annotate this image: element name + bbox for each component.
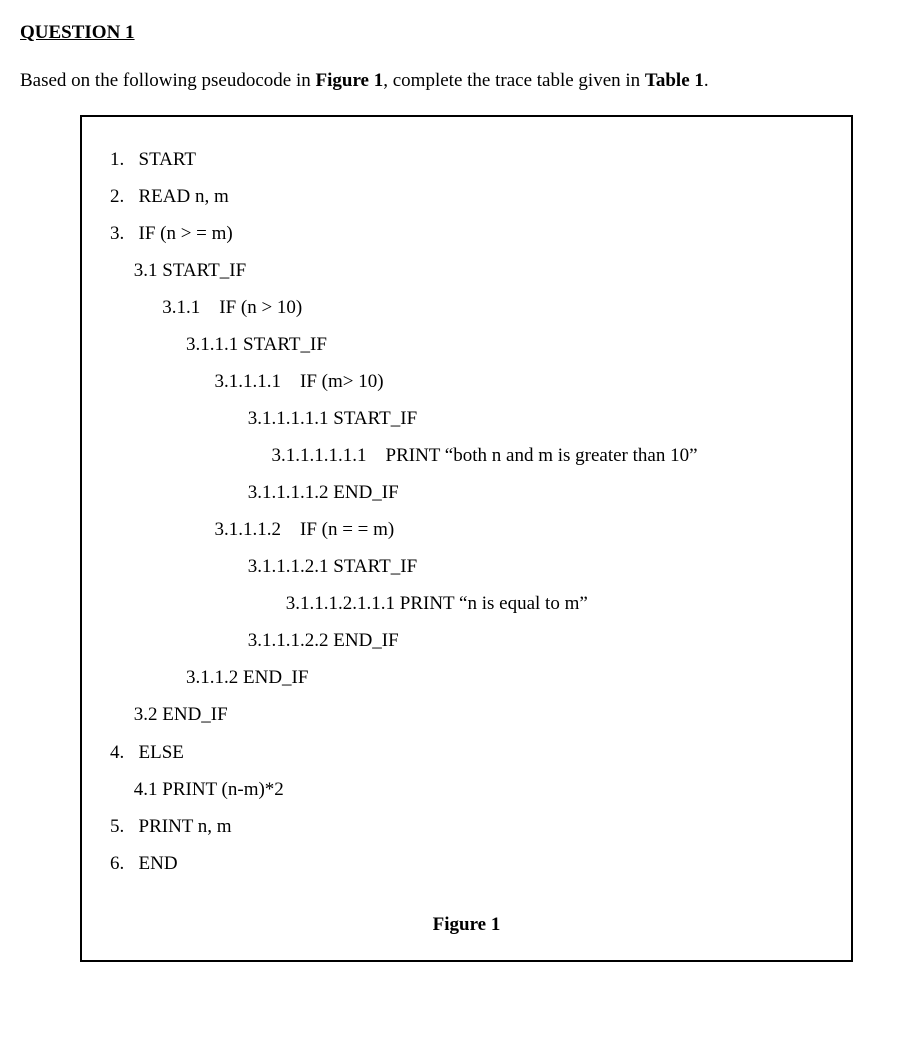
figure-box: 1. START 2. READ n, m 3. IF (n > = m) 3.… bbox=[80, 115, 853, 962]
instruction-prefix: Based on the following pseudocode in bbox=[20, 70, 316, 91]
code-line: 2. READ n, m bbox=[110, 178, 823, 215]
instruction-table-ref: Table 1 bbox=[645, 70, 704, 91]
code-line: 3.1 START_IF bbox=[110, 252, 823, 289]
question-heading: QUESTION 1 bbox=[20, 18, 893, 48]
code-line: 3.1.1.1.1.1.1 PRINT “both n and m is gre… bbox=[110, 437, 823, 474]
code-line: 5. PRINT n, m bbox=[110, 808, 823, 845]
code-line: 4. ELSE bbox=[110, 734, 823, 771]
instruction-mid: , complete the trace table given in bbox=[383, 70, 645, 91]
code-line: 4.1 PRINT (n-m)*2 bbox=[110, 771, 823, 808]
code-line: 3.1.1 IF (n > 10) bbox=[110, 289, 823, 326]
code-line: 3.1.1.1.1.1 START_IF bbox=[110, 400, 823, 437]
code-line: 3.1.1.1.1.2 END_IF bbox=[110, 474, 823, 511]
code-line: 1. START bbox=[110, 141, 823, 178]
code-line: 3.1.1.2 END_IF bbox=[110, 659, 823, 696]
code-line: 3.2 END_IF bbox=[110, 696, 823, 733]
code-line: 3.1.1.1.2.2 END_IF bbox=[110, 622, 823, 659]
pseudocode-block: 1. START 2. READ n, m 3. IF (n > = m) 3.… bbox=[110, 141, 823, 882]
code-line: 3.1.1.1.1 IF (m> 10) bbox=[110, 363, 823, 400]
figure-caption: Figure 1 bbox=[110, 910, 823, 940]
code-line: 6. END bbox=[110, 845, 823, 882]
code-line: 3.1.1.1 START_IF bbox=[110, 326, 823, 363]
instruction-figure-ref: Figure 1 bbox=[316, 70, 384, 91]
instruction-text: Based on the following pseudocode in Fig… bbox=[20, 66, 893, 96]
code-line: 3.1.1.1.2 IF (n = = m) bbox=[110, 511, 823, 548]
code-line: 3.1.1.1.2.1.1.1 PRINT “n is equal to m” bbox=[110, 585, 823, 622]
code-line: 3. IF (n > = m) bbox=[110, 215, 823, 252]
code-line: 3.1.1.1.2.1 START_IF bbox=[110, 548, 823, 585]
instruction-suffix: . bbox=[704, 70, 709, 91]
